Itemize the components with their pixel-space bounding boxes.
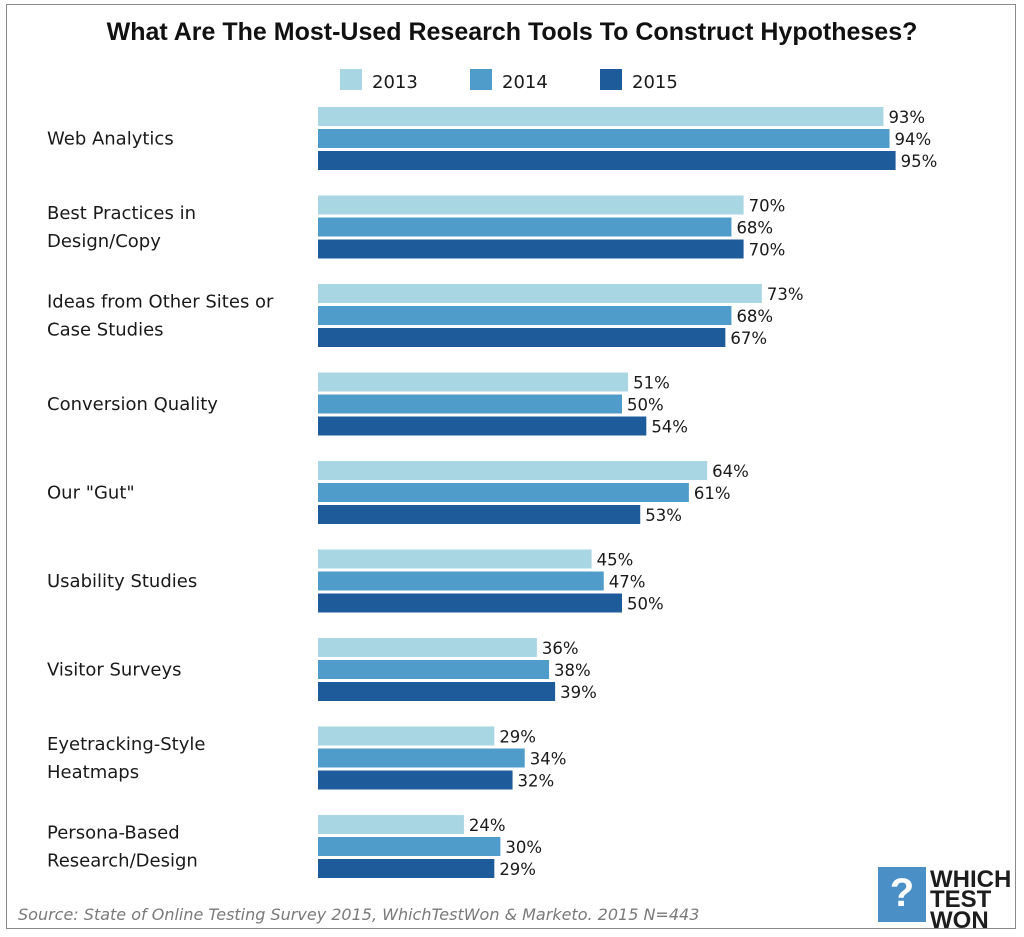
bar-4-2014 (318, 394, 622, 414)
value-label-4-2015: 54% (651, 418, 688, 437)
bar-8-2014 (318, 748, 525, 768)
bar-6-2015 (318, 593, 622, 613)
logo-line-test: TEST (930, 886, 992, 913)
value-label-7-2013: 36% (542, 639, 579, 658)
bar-5-2015 (318, 505, 641, 524)
bars (318, 107, 896, 878)
legend-label-2013: 2013 (372, 72, 418, 93)
bar-3-2014 (318, 306, 732, 325)
logo-mark-icon (878, 867, 926, 922)
bar-7-2015 (318, 682, 556, 701)
legend-swatch-2013 (340, 69, 362, 90)
bar-9-2013 (318, 815, 464, 834)
value-labels: 93% 94% 95% 70% 68% 70% 73% 68% 67% 51% 50% 54% 64% 6… (469, 108, 937, 879)
bar-5-2014 (318, 483, 689, 502)
category-label-2: Best Practices in Design/Copy (47, 203, 196, 252)
bar-1-2015 (318, 151, 896, 170)
value-label-4-2014: 50% (627, 396, 664, 415)
category-labels: Web Analytics Best Practices in Design/Cop… (47, 129, 274, 872)
bar-4-2015 (318, 416, 647, 436)
value-label-5-2014: 61% (694, 484, 731, 503)
value-label-2-2013: 70% (749, 197, 786, 216)
value-label-7-2015: 39% (560, 683, 597, 702)
category-label-6: Usability Studies (47, 571, 197, 592)
bar-9-2014 (318, 837, 501, 856)
bar-1-2014 (318, 129, 890, 148)
value-label-1-2015: 95% (901, 152, 938, 171)
logo-line-won: WON (930, 907, 989, 934)
source-note: Source: State of Online Testing Survey 2… (18, 905, 699, 924)
value-label-3-2014: 68% (736, 307, 773, 326)
bar-1-2013 (318, 107, 884, 126)
value-label-1-2013: 93% (888, 108, 925, 127)
category-label-7: Visitor Surveys (47, 660, 181, 681)
value-label-2-2015: 70% (749, 241, 786, 260)
category-label-3: Ideas from Other Sites or Case Studies (47, 292, 274, 341)
value-label-5-2013: 64% (712, 462, 749, 481)
value-label-3-2013: 73% (767, 285, 804, 304)
bar-2-2013 (318, 195, 744, 215)
value-label-9-2013: 24% (469, 816, 506, 835)
value-label-8-2014: 34% (530, 750, 567, 769)
value-label-8-2013: 29% (499, 728, 536, 747)
whichtestwon-logo: ? WHICH TEST WON (878, 866, 1011, 934)
bar-8-2015 (318, 770, 513, 790)
legend-label-2015: 2015 (632, 72, 678, 93)
category-label-8: Eyetracking-Style Heatmaps (47, 734, 205, 783)
value-label-8-2015: 32% (518, 772, 555, 791)
legend-label-2014: 2014 (502, 72, 548, 93)
category-label-1: Web Analytics (47, 129, 174, 150)
logo-line-which: WHICH (930, 866, 1011, 893)
bar-6-2013 (318, 549, 592, 569)
value-label-2-2014: 68% (736, 219, 773, 238)
bar-4-2013 (318, 372, 629, 392)
category-label-4: Conversion Quality (47, 394, 218, 415)
value-label-7-2014: 38% (554, 661, 591, 680)
value-label-4-2013: 51% (633, 374, 670, 393)
legend-swatch-2015 (600, 69, 622, 90)
bar-7-2014 (318, 660, 550, 679)
bar-8-2013 (318, 726, 495, 746)
value-label-1-2014: 94% (895, 130, 932, 149)
logo-question-mark-icon: ? (890, 871, 914, 915)
legend-swatch-2014 (470, 69, 492, 90)
bar-2-2014 (318, 217, 732, 237)
bar-3-2013 (318, 284, 762, 303)
bar-7-2013 (318, 638, 537, 657)
value-label-3-2015: 67% (730, 329, 767, 348)
value-label-5-2015: 53% (645, 506, 682, 525)
bar-6-2014 (318, 571, 604, 591)
bar-5-2013 (318, 461, 708, 480)
value-label-6-2013: 45% (597, 551, 634, 570)
value-label-9-2014: 30% (505, 838, 542, 857)
chart-title: What Are The Most-Used Research Tools To… (107, 18, 918, 46)
bar-9-2015 (318, 859, 495, 878)
value-label-6-2014: 47% (609, 573, 646, 592)
legend: 2013 2014 2015 (340, 69, 678, 93)
value-label-6-2015: 50% (627, 595, 664, 614)
value-label-9-2015: 29% (499, 860, 536, 879)
category-label-9: Persona-Based Research/Design (47, 823, 198, 872)
chart-frame (6, 4, 1016, 929)
bar-3-2015 (318, 328, 726, 347)
category-label-5: Our "Gut" (47, 483, 135, 504)
bar-2-2015 (318, 239, 744, 259)
